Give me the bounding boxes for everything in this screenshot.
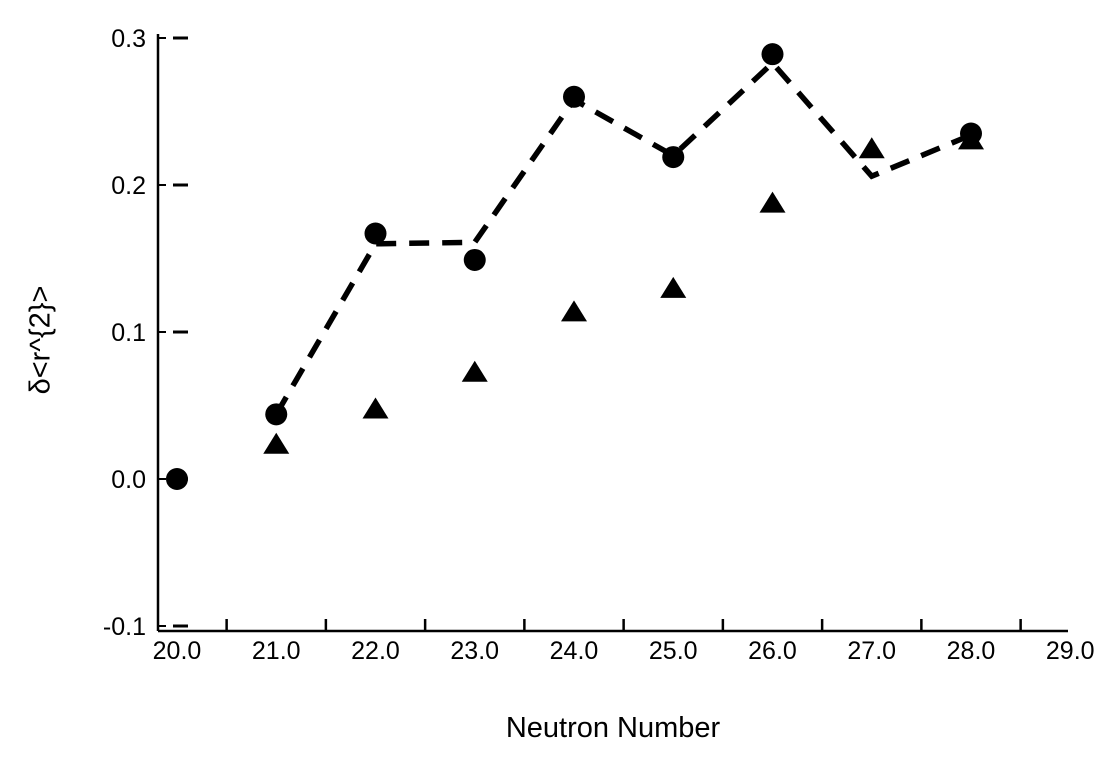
x-tick-label: 27.0 xyxy=(847,637,896,665)
x-tick-label: 22.0 xyxy=(351,637,400,665)
x-tick-label: 28.0 xyxy=(947,637,996,665)
circle-marker xyxy=(265,403,288,426)
x-tick-label: 21.0 xyxy=(252,637,301,665)
triangle-marker xyxy=(660,276,687,298)
circle-marker xyxy=(662,146,685,169)
x-tick-label: 29.0 xyxy=(1046,637,1095,665)
y-axis-title: δ<r^{2}> xyxy=(24,285,57,395)
x-tick-label: 23.0 xyxy=(450,637,499,665)
x-tick-label: 20.0 xyxy=(153,637,202,665)
circle-marker xyxy=(463,248,486,271)
circle-marker xyxy=(960,122,982,145)
triangle-marker xyxy=(759,191,786,213)
circle-marker xyxy=(364,222,387,245)
triangle-marker xyxy=(561,300,587,322)
triangle-marker xyxy=(461,360,488,382)
y-tick-label: -0.1 xyxy=(103,613,146,641)
circle-marker xyxy=(761,43,784,66)
y-tick-label: 0.0 xyxy=(111,466,146,494)
x-tick-label: 25.0 xyxy=(649,637,698,665)
triangle-marker xyxy=(858,137,885,159)
x-tick-label: 26.0 xyxy=(748,637,797,665)
x-axis-title: Neutron Number xyxy=(505,712,721,744)
series-dashed-line xyxy=(273,59,973,416)
triangle-marker xyxy=(362,397,389,419)
triangle-marker xyxy=(263,432,290,454)
y-tick-label: 0.2 xyxy=(111,172,146,200)
y-tick-label: 0.1 xyxy=(111,319,146,347)
circle-marker xyxy=(563,85,585,108)
x-tick-label: 24.0 xyxy=(550,637,599,665)
y-tick-label: 0.3 xyxy=(111,25,146,53)
circle-marker xyxy=(166,468,188,490)
